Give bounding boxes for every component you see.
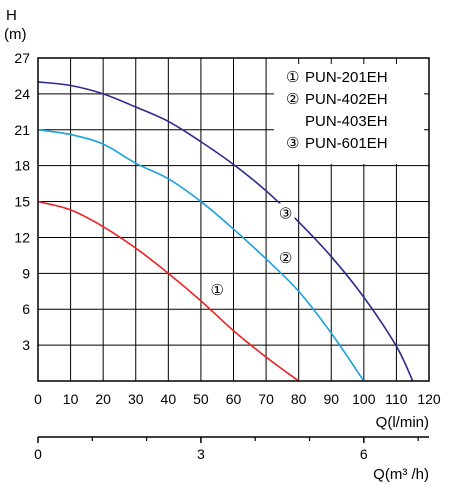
legend-marker-4: ③ xyxy=(286,134,299,152)
x-axis-title: Q(l/min) xyxy=(376,414,429,431)
x-tick-label-120: 120 xyxy=(417,391,441,407)
x-tick-label-60: 60 xyxy=(226,391,242,407)
plot-frame xyxy=(37,57,430,382)
x-tick-label-90: 90 xyxy=(323,391,339,407)
x-tick-label-80: 80 xyxy=(291,391,307,407)
y-tick-label-15: 15 xyxy=(14,194,30,210)
y-tick-label-27: 27 xyxy=(14,50,30,66)
curve-label-bg-2 xyxy=(276,247,295,266)
series-line-2 xyxy=(37,128,365,382)
legend-label-3: PUN-403EH xyxy=(305,113,388,130)
curve-labels: ① ② ③ xyxy=(208,203,295,299)
curve-label-bg-1 xyxy=(208,280,227,299)
x2-axis-title: Q(m³ /h) xyxy=(373,466,429,483)
x-tick-label-100: 100 xyxy=(352,391,376,407)
x-tick-label-30: 30 xyxy=(128,391,144,407)
x-tick-label-0: 0 xyxy=(34,391,42,407)
x-tick-labels: 0 10 20 30 40 50 60 70 80 90 100 110 120 xyxy=(34,391,441,407)
legend-label-2: PUN-402EH xyxy=(305,91,388,108)
y-tick-labels: 3 6 9 12 15 18 21 24 27 xyxy=(14,50,30,353)
x2-tick-label-0: 0 xyxy=(34,446,42,462)
legend-marker-1: ① xyxy=(286,68,299,86)
x-tick-label-40: 40 xyxy=(161,391,177,407)
series-line-1 xyxy=(37,200,300,382)
curve-label-bg-3 xyxy=(276,203,295,222)
y-tick-label-24: 24 xyxy=(14,86,30,102)
x-tick-label-10: 10 xyxy=(63,391,79,407)
y-tick-label-12: 12 xyxy=(14,229,30,245)
plot-border xyxy=(37,57,430,382)
legend: ① PUN-201EH ② PUN-402EH PUN-403EH ③ PUN-601EH xyxy=(274,64,424,164)
y-axis-unit: (m) xyxy=(4,26,27,43)
legend-label-1: PUN-201EH xyxy=(305,69,388,86)
x-tick-label-70: 70 xyxy=(258,391,274,407)
legend-label-4: PUN-601EH xyxy=(305,135,388,152)
y-tick-label-9: 9 xyxy=(22,265,30,281)
y-tick-label-21: 21 xyxy=(14,122,30,138)
series-lines xyxy=(37,81,414,382)
curve-label-3: ③ xyxy=(279,205,292,223)
y-tick-label-6: 6 xyxy=(22,301,30,317)
series-line-3 xyxy=(37,81,414,382)
x2-tick-label-3: 3 xyxy=(197,446,205,462)
secondary-x-axis: 0 3 6 xyxy=(34,436,429,462)
x-tick-label-50: 50 xyxy=(193,391,209,407)
y-axis-title: H xyxy=(6,7,17,24)
curve-label-1: ① xyxy=(210,281,223,299)
y-tick-label-3: 3 xyxy=(22,337,30,353)
legend-marker-2: ② xyxy=(286,90,299,108)
x2-tick-label-6: 6 xyxy=(360,446,368,462)
y-tick-label-18: 18 xyxy=(14,158,30,174)
x-tick-label-110: 110 xyxy=(385,391,408,407)
curve-label-2: ② xyxy=(279,249,292,267)
legend-box xyxy=(274,64,424,164)
x-tick-label-20: 20 xyxy=(95,391,111,407)
